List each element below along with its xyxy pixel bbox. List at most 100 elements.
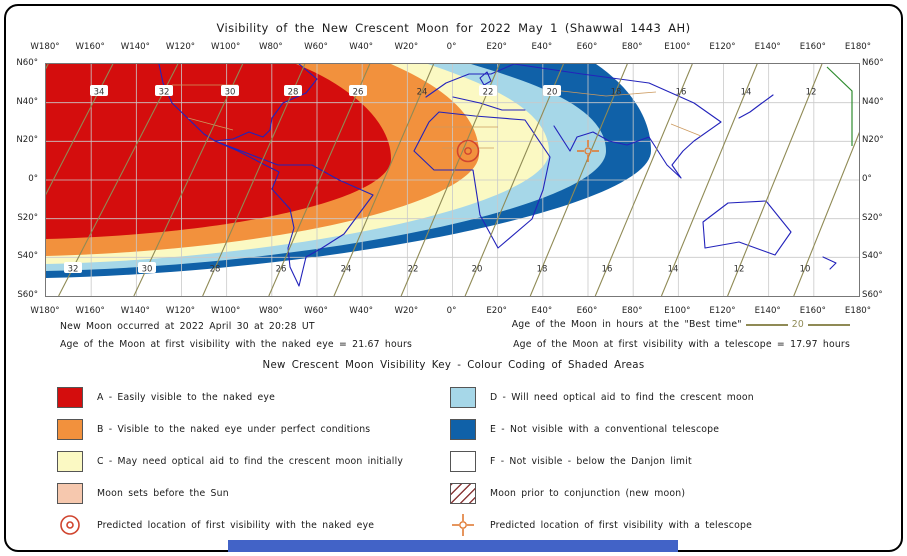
lon-label: W120° <box>165 42 196 52</box>
age-contour-label: 24 <box>417 88 428 98</box>
age-label-box <box>543 85 561 96</box>
moon-age-contours <box>46 64 859 296</box>
legend-label-e: E - Not visible with a conventional tele… <box>490 423 720 435</box>
lon-label: W100° <box>211 306 241 316</box>
legend-swatch-c <box>57 450 83 472</box>
legend-swatch-moon-sets <box>57 482 83 504</box>
age-contour-line <box>46 64 114 196</box>
age-contour-line <box>268 64 371 296</box>
legend-item-c: C - May need optical aid to find the cre… <box>57 450 403 472</box>
lon-label: W40° <box>349 42 374 52</box>
age-contour-line <box>133 64 244 296</box>
age-contour-label: 28 <box>210 265 221 275</box>
lon-label: W140° <box>120 42 150 52</box>
lat-label: N20° <box>16 135 38 146</box>
legend-item-prior-conjunction: Moon prior to conjunction (new moon) <box>450 482 685 504</box>
page-title: Visibility of the New Crescent Moon for … <box>216 21 691 35</box>
lon-label: E160° <box>799 306 826 316</box>
south-america-coast <box>214 140 374 287</box>
lon-label: E120° <box>709 306 736 316</box>
lon-label: W160° <box>75 42 105 52</box>
legend-swatch-b <box>57 418 83 440</box>
age-label-box <box>90 85 108 96</box>
lon-label: W180° <box>30 42 60 52</box>
age-contour-label: 14 <box>741 88 752 98</box>
best-time-line-sample <box>808 323 850 326</box>
visibility-map-plot: 34 32 32 30 30 28 28 26 26 24 24 22 22 20 20 18 18 16 16 14… <box>46 64 859 296</box>
age-label-box <box>221 85 239 96</box>
lat-label: S60° <box>862 290 883 300</box>
legend-item-d: D - Will need optical aid to find the cr… <box>450 386 754 408</box>
legend-label-prior-conjunction: Moon prior to conjunction (new moon) <box>490 487 686 499</box>
lat-label: N40° <box>16 96 38 107</box>
lat-label: N60° <box>16 58 38 68</box>
age-label-box <box>479 85 497 96</box>
lon-label: W80° <box>258 306 283 316</box>
lon-label: E100° <box>664 306 691 316</box>
legend-item-b: B - Visible to the naked eye under perfe… <box>57 418 370 440</box>
best-time-key: Age of the Moon in hours at the "Best ti… <box>512 319 850 330</box>
moon-age-contour-labels: 34 32 32 30 30 28 28 26 26 24 24 22 22 20 20 18 18 16 16 14… <box>64 85 816 275</box>
lon-label: W100° <box>211 42 241 52</box>
legend-label-telescope-location: Predicted location of first visibility w… <box>490 519 753 531</box>
first-visibility-markers <box>456 139 599 163</box>
lon-label: W160° <box>75 306 105 316</box>
lon-label: W140° <box>120 306 150 316</box>
age-contour-label: 28 <box>288 88 299 98</box>
age-contour-label: 34 <box>94 88 105 98</box>
age-contour-label: 14 <box>668 265 679 275</box>
lon-label: E140° <box>754 306 781 316</box>
lon-label: E140° <box>754 42 781 52</box>
border-line <box>543 88 657 97</box>
lon-label: E20° <box>486 306 507 316</box>
legend-title: New Crescent Moon Visibility Key - Colou… <box>262 360 645 371</box>
lat-label: S20° <box>17 212 38 223</box>
legend-label-c: C - May need optical aid to find the cre… <box>97 455 404 467</box>
legend-item-moon-sets: Moon sets before the Sun <box>57 482 229 504</box>
lon-label: W80° <box>258 42 283 52</box>
north-america-coast <box>158 64 318 142</box>
lon-label: W40° <box>349 306 374 316</box>
age-label-box <box>349 85 367 96</box>
new-zealand-coast <box>822 256 837 270</box>
age-contour-label: 26 <box>276 265 287 275</box>
lon-label: E180° <box>844 42 872 52</box>
lat-label: N60° <box>862 58 884 68</box>
australia-coast <box>702 200 792 256</box>
age-contour-label: 32 <box>159 88 170 98</box>
legend-swatch-d <box>450 386 476 408</box>
legend-label-b: B - Visible to the naked eye under perfe… <box>97 423 371 435</box>
best-time-sample-value: 20 <box>791 319 804 330</box>
lon-label: E80° <box>621 306 643 316</box>
naked-eye-age-text: Age of the Moon at first visibility with… <box>60 339 413 350</box>
lon-label: E160° <box>799 42 826 52</box>
telescope-marker-icon <box>450 513 476 537</box>
lon-label: W60° <box>304 42 328 52</box>
age-contour-label: 18 <box>537 265 548 275</box>
age-contour-line <box>333 64 435 296</box>
legend-item-naked-eye-location: Predicted location of first visibility w… <box>57 514 374 536</box>
coastlines <box>158 64 837 287</box>
border-line <box>187 117 234 131</box>
legend-label-moon-sets: Moon sets before the Sun <box>97 487 229 499</box>
legend-label-f: F - Not visible - below the Danjon limit <box>490 455 692 467</box>
zone-a-region <box>46 64 391 239</box>
legend-swatch-hatched <box>450 482 476 504</box>
lon-label: E40° <box>531 306 553 316</box>
lat-label: 0° <box>28 174 38 184</box>
age-contour-label: 20 <box>472 265 483 275</box>
legend-item-a: A - Easily visible to the naked eye <box>57 386 275 408</box>
age-contour-label: 12 <box>734 265 745 275</box>
age-contour-label: 30 <box>142 265 153 275</box>
age-contour-line <box>529 64 628 296</box>
lon-label: E80° <box>621 42 643 52</box>
lon-label: 0° <box>446 42 457 52</box>
footer-banner-bar <box>228 540 678 552</box>
longitude-axis-top: W180° W160° W140° W120° W100° W80° W60° W40° W20… <box>30 42 871 54</box>
telescope-age-text: Age of the Moon at first visibility with… <box>513 339 850 350</box>
age-contour-line <box>202 64 306 296</box>
lat-label: N20° <box>862 135 884 146</box>
age-contour-line <box>727 64 823 296</box>
lat-label: S40° <box>17 251 38 262</box>
lat-label: S40° <box>862 251 883 262</box>
